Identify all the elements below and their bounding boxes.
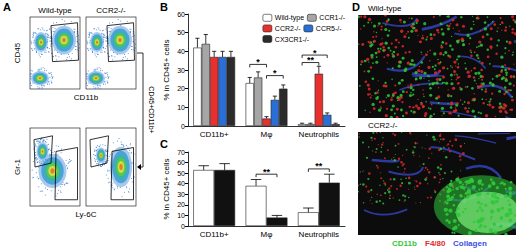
svg-text:*: *: [273, 68, 277, 78]
svg-text:CCR2-/-: CCR2-/-: [275, 25, 301, 32]
svg-text:CCR5-/-: CCR5-/-: [316, 25, 342, 32]
svg-text:**: **: [315, 161, 323, 171]
svg-text:CD11b+: CD11b+: [200, 230, 229, 239]
svg-text:Mφ: Mφ: [261, 130, 273, 139]
svg-text:20: 20: [177, 201, 185, 208]
svg-text:CCR2-/-: CCR2-/-: [368, 121, 398, 130]
svg-text:Mφ: Mφ: [261, 230, 273, 239]
svg-text:60: 60: [177, 11, 185, 18]
svg-text:CD11b+: CD11b+: [200, 130, 229, 139]
svg-text:50: 50: [177, 29, 185, 36]
svg-text:Ly-6C: Ly-6C: [75, 210, 96, 219]
svg-text:0: 0: [181, 223, 185, 230]
svg-text:D: D: [352, 1, 360, 13]
svg-text:Wild-type: Wild-type: [38, 6, 72, 15]
svg-text:Neutrophils: Neutrophils: [299, 130, 339, 139]
svg-text:B: B: [160, 1, 168, 13]
svg-text:**: **: [307, 55, 315, 65]
svg-text:**: **: [263, 167, 271, 177]
svg-text:F4/80: F4/80: [425, 239, 446, 248]
svg-text:% in CD45+ cells: % in CD45+ cells: [162, 39, 171, 100]
svg-text:0: 0: [181, 123, 185, 130]
svg-text:Neutrophils: Neutrophils: [299, 230, 339, 239]
svg-text:A: A: [3, 1, 11, 13]
svg-text:CD45: CD45: [13, 42, 22, 63]
svg-text:Collagen: Collagen: [453, 239, 487, 248]
svg-text:50: 50: [177, 170, 185, 177]
svg-text:CCR1-/-: CCR1-/-: [319, 14, 345, 21]
svg-text:40: 40: [177, 180, 185, 187]
svg-text:*: *: [256, 57, 260, 67]
svg-text:CD11b: CD11b: [74, 93, 99, 102]
svg-text:Wild-type: Wild-type: [275, 14, 304, 22]
svg-text:CCR2-/-: CCR2-/-: [96, 6, 126, 15]
svg-text:60: 60: [177, 159, 185, 166]
svg-text:% in CD45+ cells: % in CD45+ cells: [162, 158, 171, 219]
svg-text:Gr-1: Gr-1: [13, 158, 22, 175]
svg-text:CD45+CD11b+: CD45+CD11b+: [148, 86, 155, 133]
svg-text:30: 30: [177, 191, 185, 198]
svg-text:C: C: [160, 138, 168, 150]
svg-text:CX3CR1-/-: CX3CR1-/-: [275, 36, 310, 43]
svg-text:Wild-type: Wild-type: [368, 4, 402, 13]
svg-text:10: 10: [177, 104, 185, 111]
svg-text:40: 40: [177, 48, 185, 55]
svg-text:70: 70: [177, 149, 185, 156]
svg-text:10: 10: [177, 212, 185, 219]
svg-text:20: 20: [177, 85, 185, 92]
svg-text:30: 30: [177, 67, 185, 74]
svg-text:CD11b: CD11b: [392, 239, 417, 248]
